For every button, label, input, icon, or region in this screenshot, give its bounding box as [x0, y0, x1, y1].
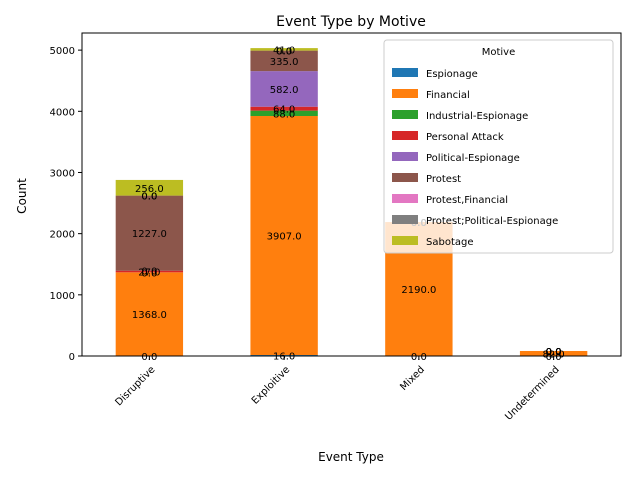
legend-label: Espionage — [426, 69, 478, 80]
x-tick-label: Exploitive — [250, 364, 292, 406]
legend: Motive Espionage Financial Industrial-Espio… — [383, 39, 614, 254]
data-label: 1368.0 — [132, 310, 167, 321]
x-tick-label: Mixed — [398, 364, 427, 393]
data-label: 0.0 — [546, 347, 562, 358]
data-label: 0.0 — [276, 47, 292, 58]
data-label: 3907.0 — [267, 232, 302, 243]
data-label: 82.0 — [542, 349, 564, 360]
legend-swatch — [392, 173, 418, 182]
data-label: 41.0 — [273, 45, 295, 56]
legend-swatch — [392, 131, 418, 140]
bar-disruptive-financial — [115, 272, 184, 356]
data-label: 335.0 — [270, 57, 299, 68]
y-axis-label: Count — [15, 178, 29, 214]
legend-swatch — [392, 194, 418, 203]
y-tick-label: 0 — [69, 352, 75, 363]
bar-exploitive-industrial-espionage — [250, 110, 318, 117]
bar-exploitive-personal-attack — [250, 106, 318, 111]
data-label: 0.0 — [546, 347, 562, 358]
legend-label: Personal Attack — [426, 132, 504, 143]
legend-swatch — [392, 68, 418, 77]
data-label: 2190.0 — [401, 285, 436, 296]
x-axis-label: Event Type — [318, 450, 384, 464]
legend-label: Protest,Financial — [426, 195, 508, 206]
bar-disruptive-sabotage — [115, 179, 184, 196]
legend-label: Protest;Political-Espionage — [426, 216, 558, 227]
data-label: 0.0 — [141, 192, 157, 203]
bar-exploitive-political-espionage — [250, 71, 318, 107]
y-tick-label: 2000 — [50, 230, 75, 241]
legend-label: Financial — [426, 90, 470, 101]
bar-undetermined-financial — [519, 350, 588, 356]
legend-label: Sabotage — [426, 237, 474, 248]
bar-exploitive-protest — [250, 50, 318, 72]
y-tick-label: 3000 — [50, 168, 75, 179]
x-tick-label: Undetermined — [503, 364, 561, 422]
legend-swatch — [392, 89, 418, 98]
data-label: 0.0 — [276, 47, 292, 58]
legend-box — [383, 39, 614, 254]
chart-title: Event Type by Motive — [276, 14, 426, 30]
data-label: 0.0 — [141, 267, 157, 278]
bar-disruptive-protest — [115, 195, 184, 271]
y-tick-label: 5000 — [50, 46, 75, 57]
data-label: 256.0 — [135, 184, 164, 195]
data-label: 0.0 — [141, 192, 157, 203]
legend-swatch — [392, 110, 418, 119]
legend-swatch — [392, 215, 418, 224]
bar-exploitive-sabotage — [250, 48, 318, 51]
data-label: 0.0 — [546, 347, 562, 358]
data-label: 0.0 — [546, 347, 562, 358]
data-label: 0.0 — [546, 347, 562, 358]
data-label: 0.0 — [546, 347, 562, 358]
legend-swatch — [392, 152, 418, 161]
x-tick-label: Disruptive — [113, 364, 157, 408]
y-tick-label: 1000 — [50, 291, 75, 302]
legend-label: Political-Espionage — [426, 153, 520, 164]
bar-exploitive-financial — [250, 116, 318, 356]
bar-disruptive-personal-attack — [115, 270, 184, 273]
data-label: 1227.0 — [132, 229, 167, 240]
y-tick-label: 4000 — [50, 107, 75, 118]
data-label: 27.0 — [138, 267, 160, 278]
plot-frame — [81, 32, 622, 357]
data-label: 64.0 — [273, 105, 295, 116]
data-label: 582.0 — [270, 85, 299, 96]
legend-swatch — [392, 236, 418, 245]
data-label: 0.0 — [546, 347, 562, 358]
legend-label: Industrial-Espionage — [426, 111, 528, 122]
legend-label: Protest — [426, 174, 461, 185]
legend-title: Motive — [482, 47, 516, 58]
data-label: 88.0 — [273, 109, 295, 120]
data-label: 0.0 — [141, 268, 157, 279]
